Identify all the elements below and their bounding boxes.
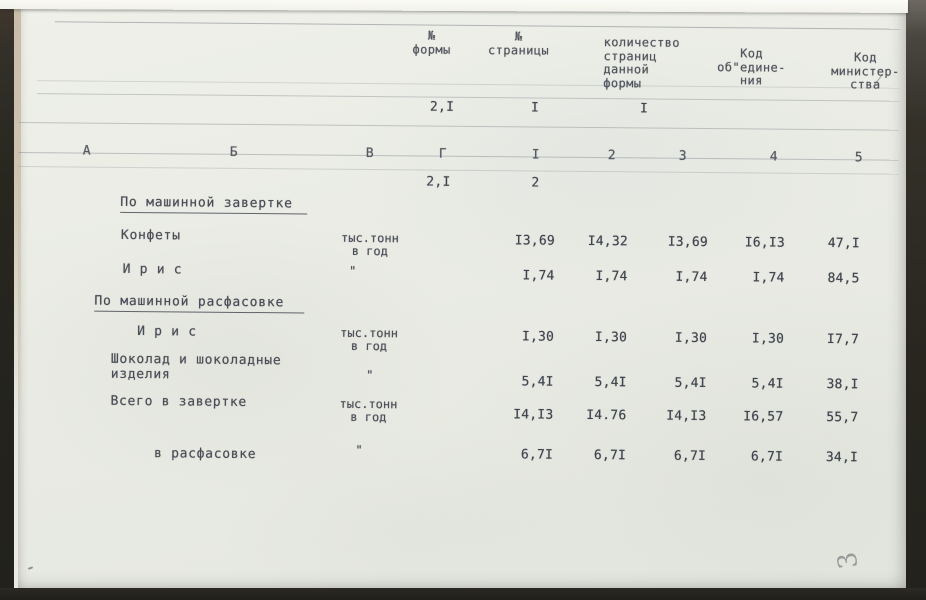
grid-letter-g: Г: [438, 146, 447, 162]
subheader-page-value: 2: [531, 175, 540, 191]
row-value: I,74: [595, 269, 628, 285]
scan-border-right: [906, 0, 926, 600]
section-title-wrapping: По машинной завертке: [120, 194, 307, 215]
ink-speck: [27, 566, 34, 570]
col-header-ministry-code: Код министер- ства: [831, 50, 900, 92]
row-value: 84,5: [827, 271, 860, 287]
header-value-page-no: I: [530, 100, 540, 116]
grid-number-2: 2: [607, 148, 616, 164]
row-value: I4,I3: [666, 408, 707, 425]
row-value: I4,32: [587, 233, 628, 250]
row-unit: тыс.тонн в год: [340, 230, 399, 259]
row-name: И р и с: [137, 324, 197, 340]
row-unit: тыс.тонн в год: [340, 325, 399, 354]
row-unit: тыс.тонн в год: [339, 396, 398, 425]
grid-number-4: 4: [769, 149, 778, 165]
row-unit-ditto: ": [355, 442, 363, 458]
row-unit-ditto: ": [366, 368, 374, 383]
section-title-packing: По машинной расфасовке: [94, 293, 305, 314]
grid-number-3: 3: [678, 148, 687, 164]
row-value: I6,I3: [744, 235, 785, 251]
row-name: Шоколад и шоколадные изделия: [110, 351, 282, 383]
row-name: Конфеты: [120, 227, 181, 244]
row-name: И р и с: [122, 261, 183, 278]
row-value: 6,7I: [673, 448, 707, 465]
row-value: 34,I: [825, 450, 859, 466]
row-value: I,30: [674, 330, 708, 347]
subheader-form-value: 2,I: [426, 174, 451, 190]
row-value: I,30: [751, 331, 785, 347]
col-header-form-number: № формы: [412, 28, 451, 57]
row-value: 6,7I: [593, 448, 627, 464]
row-name: Всего в завертке: [110, 393, 247, 410]
scan-border-bottom: [0, 588, 926, 600]
col-header-org-code: Код об"едине- ния: [717, 46, 786, 88]
row-value: I,30: [594, 330, 628, 346]
col-header-pages-count: количество страниц данной формы: [603, 35, 680, 90]
row-name: в расфасовке: [153, 446, 257, 463]
row-value: 47,I: [827, 236, 860, 252]
ruled-line: [37, 93, 900, 102]
ruled-line: [18, 165, 899, 175]
grid-letter-b: Б: [229, 144, 238, 160]
grid-letter-a: А: [82, 143, 91, 159]
grid-number-1: I: [531, 147, 540, 163]
row-value: I3,69: [667, 234, 708, 251]
grid-letter-v: В: [365, 146, 374, 162]
document-page: [18, 5, 906, 589]
col-header-page-number: № страницы: [488, 29, 550, 58]
row-value: I,74: [675, 269, 708, 286]
header-value-pages-count: I: [639, 101, 649, 117]
row-value: I,30: [521, 329, 555, 345]
row-value: I6,57: [743, 409, 784, 425]
row-value: 55,7: [826, 410, 859, 426]
ruled-line: [18, 121, 899, 131]
header-value-form-no: 2,I: [429, 99, 455, 115]
row-value: 6,7I: [750, 449, 784, 465]
row-value: 5,4I: [594, 375, 627, 391]
row-value: I4,I3: [513, 407, 554, 423]
row-value: 38,I: [826, 377, 859, 393]
underlying-sheet-edge: [13, 0, 21, 430]
row-value: 6,7I: [520, 447, 554, 463]
grid-number-5: 5: [854, 150, 863, 166]
row-value: 5,4I: [751, 376, 784, 392]
handwritten-page-number: 3: [832, 549, 865, 571]
scan-border-left: [0, 0, 14, 600]
row-value: 5,4I: [521, 374, 554, 390]
row-value: I7,7: [826, 332, 860, 348]
row-value: 5,4I: [674, 375, 707, 392]
row-value: I,74: [522, 268, 555, 284]
row-value: I4.76: [586, 407, 627, 424]
row-value: I3,69: [514, 233, 555, 249]
row-unit-ditto: ": [348, 263, 357, 278]
row-value: I,74: [752, 270, 785, 286]
ruled-line: [54, 21, 900, 30]
